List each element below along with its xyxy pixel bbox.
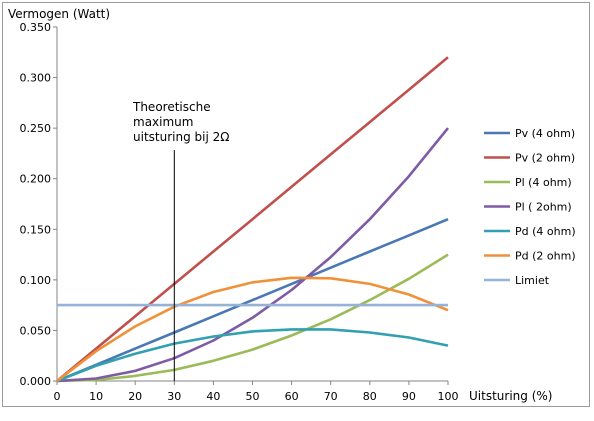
legend-entry: Limiet bbox=[515, 274, 550, 287]
y-tick-label: 0.250 bbox=[20, 122, 52, 135]
annotation-line-text: maximum bbox=[133, 115, 193, 129]
x-tick-label: 90 bbox=[402, 390, 416, 403]
series-line-pl-2ohm bbox=[56, 127, 450, 383]
series-line-pv-4-ohm bbox=[56, 217, 449, 383]
series-line-pl-4-ohm bbox=[56, 253, 449, 383]
y-tick-label: 0.100 bbox=[20, 274, 52, 287]
y-tick-label: 0.150 bbox=[20, 223, 52, 236]
legend-entry: Pd (4 ohm) bbox=[515, 225, 576, 238]
annotation-line-text: Theoretische bbox=[132, 100, 211, 114]
annotation-text: Theoretische maximum uitsturing bij 2Ω bbox=[132, 100, 229, 144]
x-tick-label: 40 bbox=[206, 390, 220, 403]
legend-entry: Pl ( 2ohm) bbox=[515, 201, 572, 214]
series-line-pv-2-ohm bbox=[56, 56, 449, 383]
x-tick-label: 10 bbox=[89, 390, 103, 403]
y-tick-label: 0.200 bbox=[20, 173, 52, 186]
annotation: Theoretische maximum uitsturing bij 2Ω bbox=[132, 100, 229, 381]
y-tick-label: 0.300 bbox=[20, 72, 52, 85]
legend-entry: Pl (4 ohm) bbox=[515, 176, 572, 189]
x-tick-label: 50 bbox=[246, 390, 260, 403]
legend-entry: Pd (2 ohm) bbox=[515, 250, 576, 263]
x-tick-label: 20 bbox=[128, 390, 142, 403]
x-tick-label: 60 bbox=[285, 390, 299, 403]
y-axis-label: Vermogen (Watt) bbox=[8, 7, 110, 21]
legend: Pv (4 ohm) Pv (2 ohm) Pl (4 ohm) Pl ( 2ohm)… bbox=[484, 127, 576, 287]
y-ticks: 0.000 0.050 0.100 0.150 0.200 0.250 0.300 0.350 bbox=[20, 21, 57, 388]
y-tick-label: 0.350 bbox=[20, 21, 52, 34]
y-tick-label: 0.050 bbox=[20, 324, 52, 337]
series-lines bbox=[56, 56, 450, 383]
legend-entry: Pv (2 ohm) bbox=[515, 152, 575, 165]
series-line-pd-2-ohm bbox=[56, 276, 449, 383]
x-tick-label: 100 bbox=[438, 390, 459, 403]
legend-entry: Pv (4 ohm) bbox=[515, 127, 575, 140]
chart-frame bbox=[2, 2, 590, 407]
x-tick-label: 30 bbox=[167, 390, 181, 403]
axes bbox=[56, 27, 448, 382]
x-axis-label: Uitsturing (%) bbox=[469, 389, 552, 403]
y-tick-label: 0.000 bbox=[20, 375, 52, 388]
x-tick-label: 70 bbox=[324, 390, 338, 403]
x-tick-label: 0 bbox=[54, 390, 61, 403]
x-tick-label: 80 bbox=[363, 390, 377, 403]
x-ticks: 0 10 20 30 40 50 60 70 80 90 100 bbox=[54, 381, 459, 403]
annotation-line-text: uitsturing bij 2Ω bbox=[133, 130, 229, 144]
series-line-pd-4-ohm bbox=[56, 328, 449, 383]
